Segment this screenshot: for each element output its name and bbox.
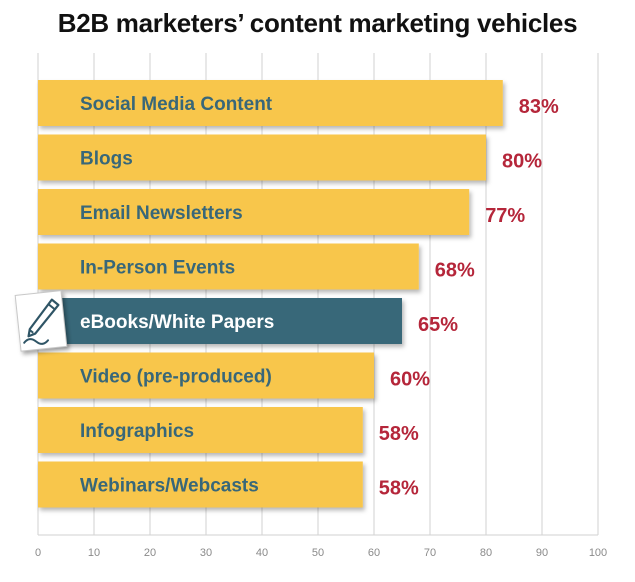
x-tick-label: 30 [200,547,212,559]
value-label: 60% [390,369,430,391]
category-label: Webinars/Webcasts [80,476,259,497]
x-tick-label: 100 [589,547,607,559]
x-tick-label: 10 [88,547,100,559]
value-label: 65% [418,314,458,336]
x-tick-label: 90 [536,547,548,559]
bar [38,243,419,290]
bar [38,407,363,453]
category-label: Social Media Content [80,94,273,115]
x-tick-label: 70 [424,547,436,559]
value-label: 58% [379,423,419,445]
bar [38,80,503,126]
x-tick-label: 0 [35,547,41,559]
bar [38,352,374,399]
x-tick-label: 20 [144,547,156,559]
value-label: 58% [379,478,419,500]
x-tick-label: 60 [368,547,380,559]
category-label: Infographics [80,421,194,442]
value-label: 77% [485,205,525,227]
bar [38,461,363,508]
pencil-icon [14,290,68,352]
bar [38,134,486,181]
category-label: Video (pre-produced) [80,367,272,388]
category-label: Email Newsletters [80,203,243,224]
value-label: 68% [435,260,475,282]
value-label: 80% [502,151,542,173]
category-label: In-Person Events [80,258,235,279]
x-tick-label: 40 [256,547,268,559]
x-tick-label: 50 [312,547,324,559]
value-label: 83% [519,96,559,118]
bar [38,189,470,235]
chart-title: B2B marketers’ content marketing vehicle… [57,8,578,38]
category-label: Blogs [80,149,133,170]
category-label: eBooks/White Papers [80,312,274,333]
bar-highlighted [38,298,402,344]
x-tick-label: 80 [480,547,492,559]
